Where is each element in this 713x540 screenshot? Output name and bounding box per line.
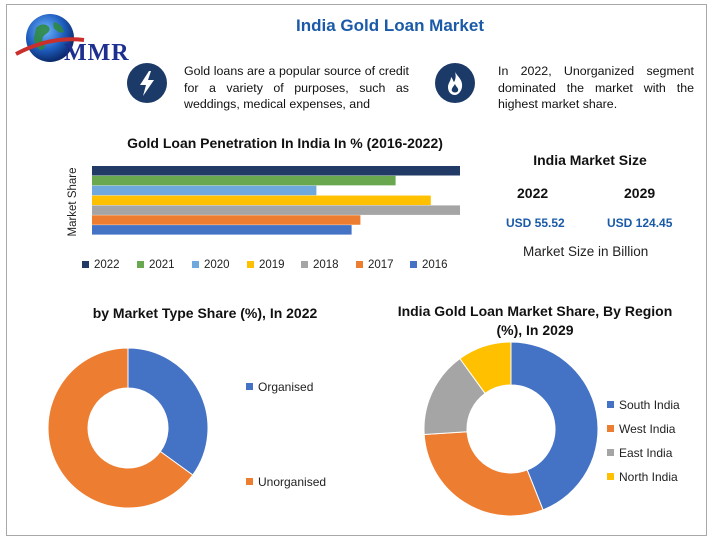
market-size-note: Market Size in Billion [523, 244, 649, 259]
legend-swatch-2020 [192, 261, 199, 268]
region-chart-title: India Gold Loan Market Share, By Region … [397, 303, 673, 338]
legend-label: Unorganised [258, 475, 327, 489]
slice-organised [127, 347, 209, 476]
bar-2021 [92, 175, 396, 186]
legend-label: North India [619, 470, 678, 484]
region-legend-north-india: North India [607, 470, 678, 484]
infographic-frame [6, 4, 707, 536]
legend-label-2021: 2021 [149, 259, 175, 271]
bar-2017 [92, 215, 361, 225]
globe-icon [15, 14, 85, 62]
region-donut-chart [423, 341, 599, 517]
market-type-chart-title: by Market Type Share (%), In 2022 [92, 305, 318, 321]
legend-swatch [607, 473, 614, 480]
mmr-logo [14, 10, 144, 70]
legend-label-2017: 2017 [368, 259, 394, 271]
bar-chart: Market Share 2022 2021 2020 2019 2018 2017 201… [67, 166, 460, 271]
market-size-title: India Market Size [533, 152, 647, 168]
legend-label-2020: 2020 [204, 259, 230, 271]
info-text-left: Gold loans are a popular source of credi… [184, 64, 409, 111]
slice-unorganised [47, 347, 194, 509]
market-type-donut-chart [47, 347, 209, 509]
legend-swatch-2022 [82, 261, 89, 268]
legend-swatch [246, 478, 253, 485]
bar-chart-title: Gold Loan Penetration In India In % (201… [127, 135, 443, 151]
legend-label: Organised [258, 380, 314, 394]
legend-swatch [607, 401, 614, 408]
page-title: India Gold Loan Market [296, 16, 484, 35]
legend-label: South India [619, 398, 680, 412]
info-text-right: In 2022, Unorganized segment dominated t… [498, 64, 694, 111]
market-type-legend-organised: Organised [246, 380, 313, 394]
legend-label-2019: 2019 [259, 259, 285, 271]
market-size-value-2029: USD 124.45 [607, 216, 673, 230]
bar-2020 [92, 185, 317, 196]
bar-chart-ylabel: Market Share [67, 167, 79, 236]
slice-south-india [510, 341, 599, 511]
legend-swatch [607, 425, 614, 432]
legend-swatch-2016 [410, 261, 417, 268]
lightning-icon [127, 63, 167, 103]
legend-swatch [246, 383, 253, 390]
slice-west-india [423, 431, 544, 517]
legend-swatch-2019 [247, 261, 254, 268]
legend-label: East India [619, 446, 673, 460]
bar-2022 [92, 166, 460, 176]
region-legend-west-india: West India [607, 422, 675, 436]
brand-logo-text: MMR [64, 40, 130, 66]
legend-swatch [607, 449, 614, 456]
legend-label: West India [619, 422, 676, 436]
bar-2016 [92, 225, 352, 235]
region-legend-east-india: East India [607, 446, 672, 460]
market-size-year-2022: 2022 [517, 185, 549, 201]
bar-2018 [92, 205, 460, 215]
legend-label-2018: 2018 [313, 259, 339, 271]
flame-icon [435, 63, 475, 103]
legend-label-2022: 2022 [94, 259, 120, 271]
market-type-legend-unorganised: Unorganised [246, 475, 326, 489]
legend-swatch-2021 [137, 261, 144, 268]
legend-label-2016: 2016 [422, 259, 448, 271]
market-size-value-2022: USD 55.52 [506, 216, 565, 230]
legend-swatch-2018 [301, 261, 308, 268]
region-legend-south-india: South India [607, 398, 680, 412]
bar-2019 [92, 195, 431, 206]
legend-swatch-2017 [356, 261, 363, 268]
market-size-year-2029: 2029 [624, 185, 656, 201]
slice-north-india [459, 341, 512, 395]
